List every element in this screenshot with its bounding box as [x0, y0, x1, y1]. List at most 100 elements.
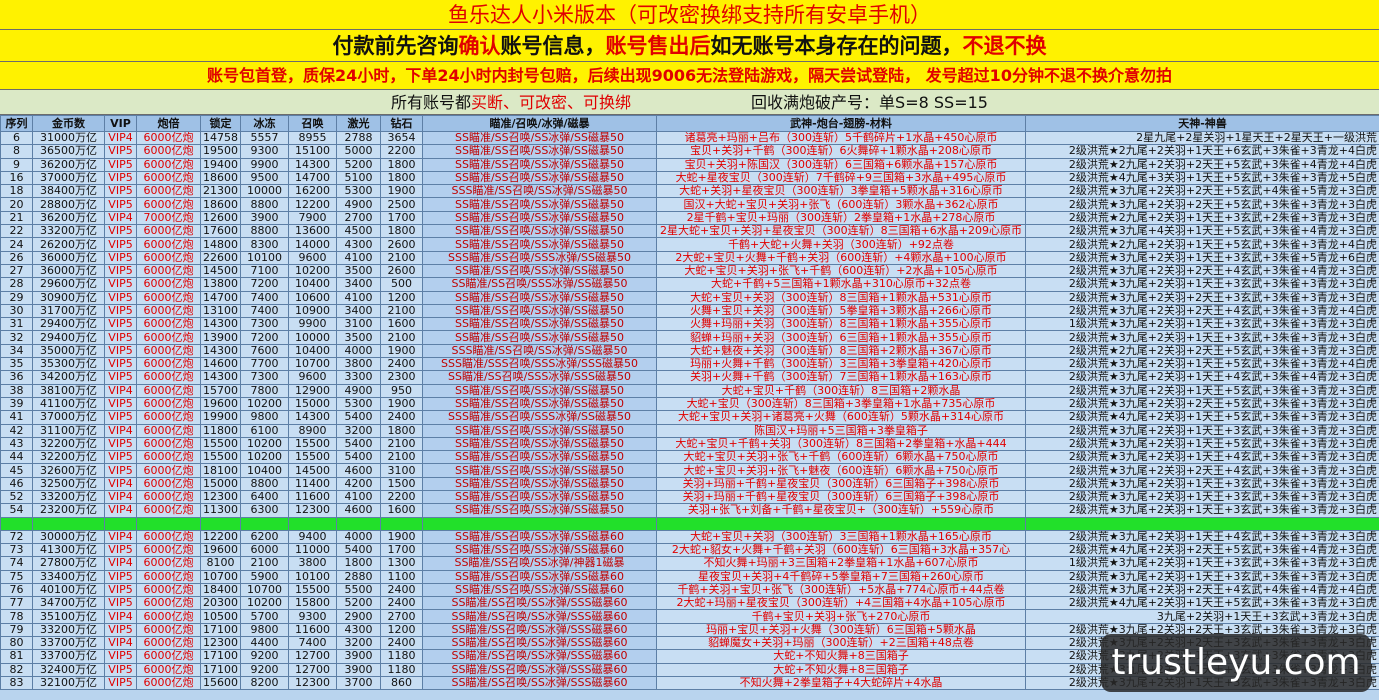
notice-part: 账号信息，: [500, 34, 606, 58]
cell: 75: [0, 569, 33, 584]
cell: 3500: [336, 263, 381, 279]
cell: 貂蝉魔女+关羽+玛丽（300连斩）+2三国箱+48点卷: [656, 635, 1026, 651]
cell: 6000亿炮: [136, 330, 201, 345]
cell: 4500: [336, 224, 381, 239]
cell: 4400: [240, 635, 289, 651]
cell: 火舞+玛丽+关羽（300连斩）8三国箱+1颗水晶+355心原币: [656, 317, 1026, 332]
account-row: 77 34700万亿 VIP5 6000亿炮 20300 10200 15800 5200 24…: [0, 596, 1379, 611]
title: 鱼乐达人小米版本（可改密换绑支持所有安卓手机）: [0, 0, 1379, 30]
cell: 1800: [380, 157, 423, 172]
cell: SSS瞄准/SS召唤/SS冰弹/SS磁暴50: [422, 184, 657, 199]
cell: 26200万亿: [32, 237, 105, 252]
cell: 8800: [240, 224, 289, 239]
cell: 4100: [336, 250, 381, 265]
cell: 35300万亿: [32, 357, 105, 372]
cell: 2500: [380, 197, 423, 212]
cell: VIP5: [104, 237, 137, 252]
cell: 34: [0, 343, 33, 359]
cell: 9400: [288, 529, 337, 544]
separator-cell: [136, 516, 201, 531]
cell: 10400: [288, 277, 337, 292]
cell: 大蛇+宝贝+关羽+张飞+千鹤（600连斩）+2水晶+105心原币: [656, 263, 1026, 279]
cell: 15000: [200, 476, 241, 492]
cell: 3九尾+2关羽+1天王+3玄武+3青龙+3白虎: [1025, 609, 1379, 624]
cell: 14700: [288, 170, 337, 186]
cell: 6000亿炮: [136, 436, 201, 452]
cell: SS瞄准/SS召唤/SS冰弹/SS磁暴50: [422, 383, 657, 398]
column-header: 召唤: [288, 115, 337, 132]
account-row: 30 31700万亿 VIP5 6000亿炮 13100 7400 10900 3400 210…: [0, 303, 1379, 319]
cell: 9900: [240, 157, 289, 172]
cell: 1900: [380, 529, 423, 544]
cell: 24: [0, 237, 33, 252]
cell: 8: [0, 144, 33, 159]
cell: 43: [0, 436, 33, 452]
cell: 2级洪荒★4九尾+2关羽+1天王+5玄武+3朱雀+3青龙+3白虎: [1025, 410, 1379, 425]
account-row: 74 27800万亿 VIP4 6000亿炮 8100 2100 3800 1800 1300 S…: [0, 556, 1379, 571]
cell: 74: [0, 556, 33, 571]
cell: 2级洪荒★3九尾+2关羽+1天王+3玄武+3朱雀+3青龙+3白虎: [1025, 476, 1379, 492]
cell: 79: [0, 622, 33, 637]
cell: 5500: [336, 582, 381, 598]
cell: 20300: [200, 596, 241, 611]
cell: 11000: [288, 542, 337, 558]
cell: 32600万亿: [32, 463, 105, 478]
cell: 6000亿炮: [136, 237, 201, 252]
cell: 2大蛇+貂女+火舞+千鹤+关羽（600连斩）6三国箱+3水晶+357心: [656, 542, 1026, 558]
cell: 9300: [240, 144, 289, 159]
account-row: 43 32200万亿 VIP5 6000亿炮 15500 10200 15500 5400 21…: [0, 436, 1379, 452]
cell: 33700万亿: [32, 649, 105, 664]
cell: 17600: [200, 224, 241, 239]
cell: 大蛇+宝贝+关羽（300连斩）3三国箱+1颗水晶+165心原币: [656, 529, 1026, 544]
cell: 36500万亿: [32, 144, 105, 159]
account-row: 76 40100万亿 VIP5 6000亿炮 18400 10700 15500 5500 24…: [0, 582, 1379, 598]
cell: SS瞄准/SS召唤/SS冰弹/SS磁暴50: [422, 290, 657, 305]
cell: 大蛇+不知火舞+8三国箱子: [656, 649, 1026, 664]
cell: 2级洪荒★4九尾+3关羽+1天王+5玄武+3朱雀+3青龙+5白虎: [1025, 170, 1379, 186]
cell: 33200万亿: [32, 224, 105, 239]
cell: 33200万亿: [32, 622, 105, 637]
cell: 3700: [336, 675, 381, 691]
cell: 36200万亿: [32, 210, 105, 226]
separator-cell: [656, 516, 1026, 531]
cell: 500: [380, 277, 423, 292]
cell: 6000亿炮: [136, 224, 201, 239]
cell: 玛丽+火舞+千鹤（300连斩）3三国箱+3拳皇箱+420心原币: [656, 357, 1026, 372]
cell: 2级洪荒★4九尾+2关羽+1天王+5玄武+3朱雀+3青龙+3白虎: [1025, 596, 1379, 611]
cell: VIP5: [104, 675, 137, 691]
cell: 5557: [240, 130, 289, 146]
cell: 9900: [288, 317, 337, 332]
cell: 19500: [200, 144, 241, 159]
cell: 大蛇+关羽+星夜宝贝（300连斩）3拳皇箱+5颗水晶+316心原币: [656, 184, 1026, 199]
cell: 30: [0, 303, 33, 319]
cell: 大蛇+千鹤+5三国箱+1颗水晶+310心原币+32点卷: [656, 277, 1026, 292]
cell: 29400万亿: [32, 330, 105, 345]
cell: 6000亿炮: [136, 556, 201, 571]
cell: 1500: [380, 476, 423, 492]
cell: 29: [0, 290, 33, 305]
cell: VIP5: [104, 396, 137, 412]
cell: 12200: [288, 197, 337, 212]
cell: 2880: [336, 569, 381, 584]
cell: 72: [0, 529, 33, 544]
cell: 2级洪荒★3九尾+2关羽+2天王+3玄武+3朱雀+3青龙+3白虎: [1025, 290, 1379, 305]
column-header: 炮倍: [136, 115, 201, 132]
cell: 17100: [200, 662, 241, 677]
cell: 27800万亿: [32, 556, 105, 571]
cell: 6000亿炮: [136, 343, 201, 359]
cell: 1级洪荒★3九尾+2关羽+1天王+3玄武+3朱雀+3青龙+3白虎: [1025, 317, 1379, 332]
separator-cell: [104, 516, 137, 531]
cell: VIP4: [104, 609, 137, 624]
cell: 4300: [336, 237, 381, 252]
notice: 付款前先咨询确认账号信息，账号售出后如无账号本身存在的问题，不退不换: [0, 30, 1379, 62]
account-row: 75 33400万亿 VIP5 6000亿炮 10700 5900 10100 2880 110…: [0, 569, 1379, 584]
cell: 1600: [380, 503, 423, 518]
cell: 45: [0, 463, 33, 478]
cell: 36200万亿: [32, 157, 105, 172]
cell: 10200: [240, 396, 289, 412]
cell: 4000: [336, 343, 381, 359]
cell: 2100: [380, 303, 423, 319]
cell: 陈国汉+玛丽+5三国箱+3拳皇箱子: [656, 423, 1026, 438]
column-header: 钻石: [380, 115, 423, 132]
cell: 6000亿炮: [136, 277, 201, 292]
